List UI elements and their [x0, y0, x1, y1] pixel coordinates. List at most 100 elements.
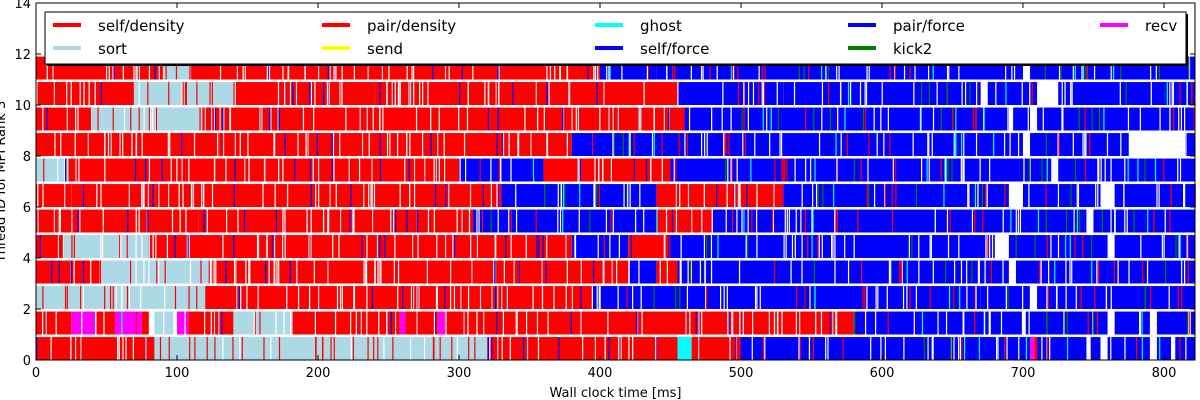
- task-boundary: [741, 107, 743, 131]
- task-boundary: [459, 158, 461, 182]
- task-boundary: [36, 82, 38, 105]
- task-boundary: [1079, 209, 1081, 233]
- task-boundary: [169, 133, 171, 156]
- task-boundary: [698, 311, 700, 335]
- task-boundary: [532, 286, 534, 309]
- task-boundary: [445, 184, 447, 207]
- task-boundary: [752, 311, 754, 335]
- task-boundary: [386, 82, 388, 105]
- task-boundary: [1188, 56, 1190, 80]
- task-boundary: [756, 209, 758, 233]
- task-boundary: [971, 209, 974, 233]
- task-boundary: [242, 56, 244, 80]
- task-boundary: [738, 184, 740, 207]
- task-boundary: [661, 133, 663, 156]
- task-boundary: [434, 184, 437, 207]
- task-boundary: [671, 209, 674, 233]
- task-boundary: [627, 184, 629, 207]
- task-boundary: [675, 184, 677, 207]
- task-boundary: [379, 82, 381, 105]
- task-boundary: [1153, 209, 1155, 233]
- task-boundary: [629, 184, 631, 207]
- task-boundary: [189, 260, 192, 284]
- task-boundary: [801, 260, 803, 284]
- task-boundary: [525, 311, 528, 335]
- task-boundary: [208, 260, 210, 284]
- task-boundary: [315, 184, 317, 207]
- task-boundary: [731, 209, 734, 233]
- task-boundary: [194, 337, 196, 360]
- task-boundary: [259, 311, 261, 335]
- task-boundary: [1015, 235, 1017, 258]
- task-boundary: [1045, 209, 1047, 233]
- task-boundary: [265, 260, 267, 284]
- task-boundary: [812, 209, 814, 233]
- task-boundary: [592, 260, 595, 284]
- task-boundary: [490, 209, 492, 233]
- task-boundary: [310, 82, 312, 105]
- task-boundary: [1006, 337, 1008, 360]
- task-boundary: [438, 107, 440, 131]
- task-boundary: [95, 311, 97, 335]
- task-boundary: [946, 82, 948, 105]
- task-boundary: [510, 235, 512, 258]
- task-boundary: [820, 311, 823, 335]
- task-boundary: [635, 209, 637, 233]
- task-boundary: [308, 235, 310, 258]
- task-boundary: [983, 107, 985, 131]
- task-boundary: [510, 158, 512, 182]
- task-boundary: [829, 107, 832, 131]
- task-boundary: [37, 184, 39, 207]
- task-boundary: [352, 337, 354, 360]
- task-boundary: [964, 82, 967, 105]
- task-boundary: [268, 260, 270, 284]
- task-bar: [473, 209, 657, 233]
- task-boundary: [148, 235, 151, 258]
- task-boundary: [1188, 56, 1191, 80]
- task-boundary: [496, 133, 498, 156]
- legend-entry: kick2: [893, 40, 932, 58]
- task-boundary: [865, 311, 867, 335]
- task-boundary: [1054, 260, 1056, 284]
- task-boundary: [1004, 337, 1006, 360]
- task-boundary: [815, 311, 817, 335]
- task-boundary: [209, 260, 212, 284]
- task-boundary: [155, 107, 157, 131]
- task-boundary: [597, 235, 599, 258]
- task-boundary: [248, 260, 250, 284]
- task-boundary: [155, 235, 157, 258]
- task-boundary: [766, 107, 768, 131]
- task-boundary: [366, 107, 368, 131]
- task-boundary: [249, 260, 251, 284]
- task-boundary: [844, 107, 846, 131]
- task-boundary: [433, 209, 435, 233]
- task-boundary: [580, 286, 582, 309]
- task-boundary: [409, 184, 411, 207]
- task-boundary: [1071, 82, 1073, 105]
- task-boundary: [1031, 82, 1033, 105]
- task-boundary: [43, 158, 45, 182]
- task-boundary: [498, 56, 500, 80]
- task-boundary: [1169, 107, 1171, 131]
- task-boundary: [594, 158, 596, 182]
- task-boundary: [921, 82, 923, 105]
- task-boundary: [1113, 56, 1115, 80]
- task-boundary: [940, 158, 942, 182]
- task-boundary: [666, 56, 668, 80]
- task-bar: [1058, 158, 1195, 182]
- task-bar: [95, 311, 115, 335]
- task-boundary: [391, 82, 393, 105]
- task-boundary: [912, 133, 914, 156]
- task-boundary: [373, 184, 376, 207]
- task-boundary: [1077, 184, 1080, 207]
- task-boundary: [348, 158, 350, 182]
- task-boundary: [825, 337, 827, 360]
- task-boundary: [499, 158, 501, 182]
- task-boundary: [734, 184, 736, 207]
- task-boundary: [59, 209, 61, 233]
- task-boundary: [396, 133, 399, 156]
- task-boundary: [239, 133, 241, 156]
- task-boundary: [423, 337, 426, 360]
- task-boundary: [181, 158, 183, 182]
- task-boundary: [679, 260, 681, 284]
